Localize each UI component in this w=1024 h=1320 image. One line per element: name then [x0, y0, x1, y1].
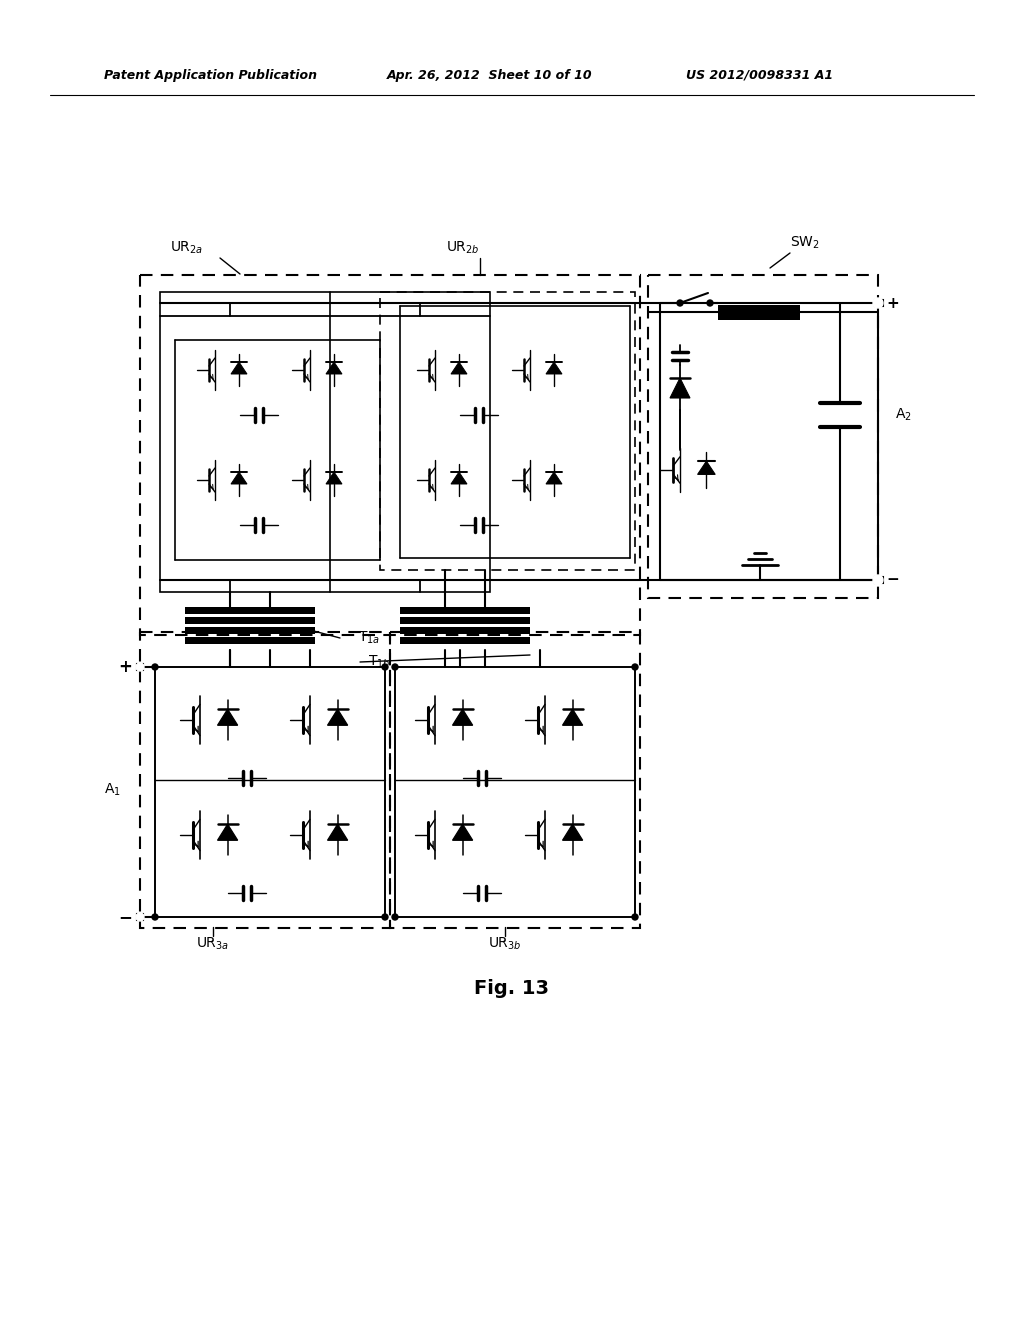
Polygon shape: [328, 709, 348, 725]
Circle shape: [873, 576, 883, 585]
Circle shape: [392, 913, 398, 920]
Text: −: −: [118, 908, 132, 927]
Text: Fig. 13: Fig. 13: [474, 978, 550, 998]
Polygon shape: [546, 362, 562, 374]
Text: +: +: [118, 657, 132, 676]
Text: +: +: [887, 296, 899, 310]
Text: UR$_{3b}$: UR$_{3b}$: [488, 936, 522, 952]
Circle shape: [136, 913, 144, 921]
Text: T$_{1a}$: T$_{1a}$: [358, 630, 380, 647]
Text: −: −: [887, 573, 899, 587]
Bar: [400, 616, 530, 624]
Bar: [400, 638, 530, 644]
Text: US 2012/0098331 A1: US 2012/0098331 A1: [686, 69, 834, 82]
Bar: [390, 632, 640, 928]
Polygon shape: [562, 824, 583, 841]
Bar: [185, 638, 315, 644]
Polygon shape: [670, 378, 690, 399]
Bar: [185, 607, 315, 614]
Text: UR$_{2b}$: UR$_{2b}$: [446, 240, 480, 256]
Circle shape: [152, 913, 158, 920]
Circle shape: [873, 298, 883, 308]
Circle shape: [136, 663, 144, 671]
Bar: [185, 627, 315, 634]
Polygon shape: [697, 461, 715, 474]
Polygon shape: [451, 362, 467, 374]
Circle shape: [632, 913, 638, 920]
Bar: [137, 913, 143, 920]
Circle shape: [152, 664, 158, 671]
Text: UR$_{3a}$: UR$_{3a}$: [197, 936, 229, 952]
Bar: [380, 292, 635, 570]
Bar: [137, 664, 143, 671]
Bar: [874, 577, 883, 583]
Text: Apr. 26, 2012  Sheet 10 of 10: Apr. 26, 2012 Sheet 10 of 10: [387, 69, 593, 82]
Text: A$_2$: A$_2$: [895, 407, 911, 424]
Bar: [140, 632, 390, 928]
Bar: [160, 292, 490, 591]
Bar: [874, 300, 883, 306]
Circle shape: [382, 913, 388, 920]
Text: Patent Application Publication: Patent Application Publication: [103, 69, 316, 82]
Text: A$_1$: A$_1$: [103, 781, 121, 799]
Circle shape: [382, 664, 388, 671]
Text: SW$_2$: SW$_2$: [791, 235, 820, 251]
Circle shape: [677, 300, 683, 306]
Bar: [140, 275, 640, 635]
Polygon shape: [451, 473, 467, 484]
Polygon shape: [326, 362, 342, 374]
Bar: [400, 627, 530, 634]
Polygon shape: [217, 824, 238, 841]
Circle shape: [707, 300, 713, 306]
Text: T$_{1b}$: T$_{1b}$: [368, 653, 390, 671]
Polygon shape: [328, 824, 348, 841]
Text: UR$_{2a}$: UR$_{2a}$: [170, 240, 204, 256]
Polygon shape: [562, 709, 583, 725]
Polygon shape: [453, 824, 473, 841]
Polygon shape: [326, 473, 342, 484]
Polygon shape: [546, 473, 562, 484]
Polygon shape: [217, 709, 238, 725]
Polygon shape: [231, 362, 247, 374]
Circle shape: [392, 664, 398, 671]
Polygon shape: [453, 709, 473, 725]
Bar: [185, 616, 315, 624]
Bar: [718, 305, 800, 319]
Polygon shape: [231, 473, 247, 484]
Circle shape: [632, 664, 638, 671]
Bar: [400, 607, 530, 614]
Bar: [648, 275, 878, 598]
